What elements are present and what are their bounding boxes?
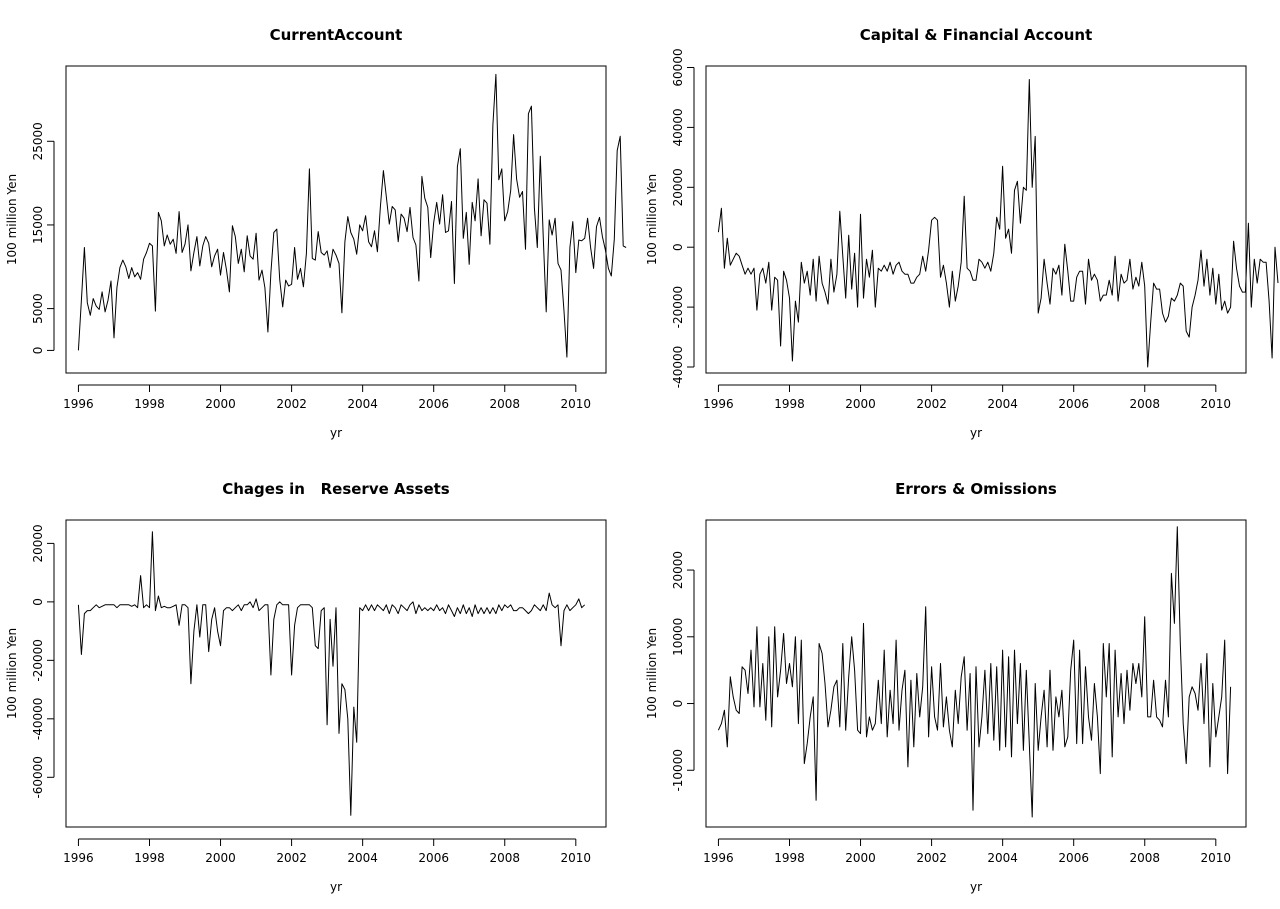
x-tick-label: 1996 [63,851,94,865]
y-tick-label: 20000 [671,168,685,206]
chart-title: Capital & Financial Account [860,26,1093,44]
x-axis-label: yr [970,880,982,894]
y-tick-label: 0 [671,700,685,708]
plot-frame [705,519,1247,828]
x-tick-label: 2002 [276,397,307,411]
x-tick-label: 1998 [134,851,165,865]
x-tick-label: 2000 [205,397,236,411]
x-tick-label: 2004 [987,397,1018,411]
y-tick-label: -40000 [31,698,45,741]
x-tick-label: 2010 [1201,397,1232,411]
x-tick-label: 2002 [916,851,947,865]
panel-current-account: CurrentAccount yr 100 million Yen 1996 19… [5,26,627,440]
x-tick-label: 2008 [1129,397,1160,411]
y-tick-label: 15000 [31,206,45,244]
x-axis-label: yr [330,426,342,440]
y-tick-label: -40000 [671,346,685,389]
x-tick-label: 1996 [63,397,94,411]
x-tick-label: 2006 [1058,851,1089,865]
x-tick-label: 2002 [276,851,307,865]
plot-frame [65,519,607,828]
y-tick-label: -60000 [31,756,45,799]
x-tick-label: 2010 [1201,851,1232,865]
series-line [77,531,586,816]
x-tick-label: 2000 [845,397,876,411]
y-tick-label: 0 [31,598,45,606]
panel-capital-financial-account: Capital & Financial Account yr 100 milli… [645,26,1279,440]
panel-errors-omissions: Errors & Omissions yr 100 million Yen 19… [645,480,1247,894]
plot-frame [65,65,607,374]
y-tick-label: -10000 [671,749,685,792]
x-tick-label: 2008 [489,397,520,411]
x-tick-label: 2008 [1129,851,1160,865]
chart-title: Errors & Omissions [895,480,1057,498]
y-tick-label: 25000 [31,122,45,160]
x-tick-label: 2006 [418,851,449,865]
x-tick-label: 2010 [561,397,592,411]
x-axis-label: yr [330,880,342,894]
x-tick-label: 2006 [418,397,449,411]
y-tick-label: 0 [671,243,685,251]
x-tick-label: 2000 [845,851,876,865]
x-tick-label: 1996 [703,851,734,865]
y-tick-label: 60000 [671,48,685,86]
y-tick-label: 20000 [31,524,45,562]
x-tick-label: 1998 [774,851,805,865]
x-tick-label: 1996 [703,397,734,411]
y-axis-label: 100 million Yen [645,628,659,719]
series-line [77,73,627,358]
y-axis-label: 100 million Yen [5,628,19,719]
plot-frame [705,65,1247,374]
y-tick-label: 0 [31,347,45,355]
series-line [717,526,1232,818]
x-tick-label: 2004 [987,851,1018,865]
y-tick-label: 20000 [671,551,685,589]
chart-title: CurrentAccount [270,26,403,44]
x-tick-label: 2000 [205,851,236,865]
panel-reserve-assets: Chages in Reserve Assets yr 100 million … [5,480,607,894]
y-axis-label: 100 million Yen [645,174,659,265]
x-tick-label: 2004 [347,851,378,865]
y-tick-label: 40000 [671,108,685,146]
y-tick-label: 5000 [31,293,45,324]
y-axis-label: 100 million Yen [5,174,19,265]
x-tick-label: 1998 [774,397,805,411]
chart-title: Chages in Reserve Assets [222,480,450,498]
y-tick-label: -20000 [671,286,685,329]
series-line [717,79,1279,368]
x-tick-label: 2008 [489,851,520,865]
y-tick-label: 10000 [671,618,685,656]
x-tick-label: 2004 [347,397,378,411]
x-tick-label: 2010 [561,851,592,865]
x-tick-label: 2006 [1058,397,1089,411]
x-tick-label: 2002 [916,397,947,411]
x-tick-label: 1998 [134,397,165,411]
x-axis-label: yr [970,426,982,440]
y-tick-label: -20000 [31,639,45,682]
